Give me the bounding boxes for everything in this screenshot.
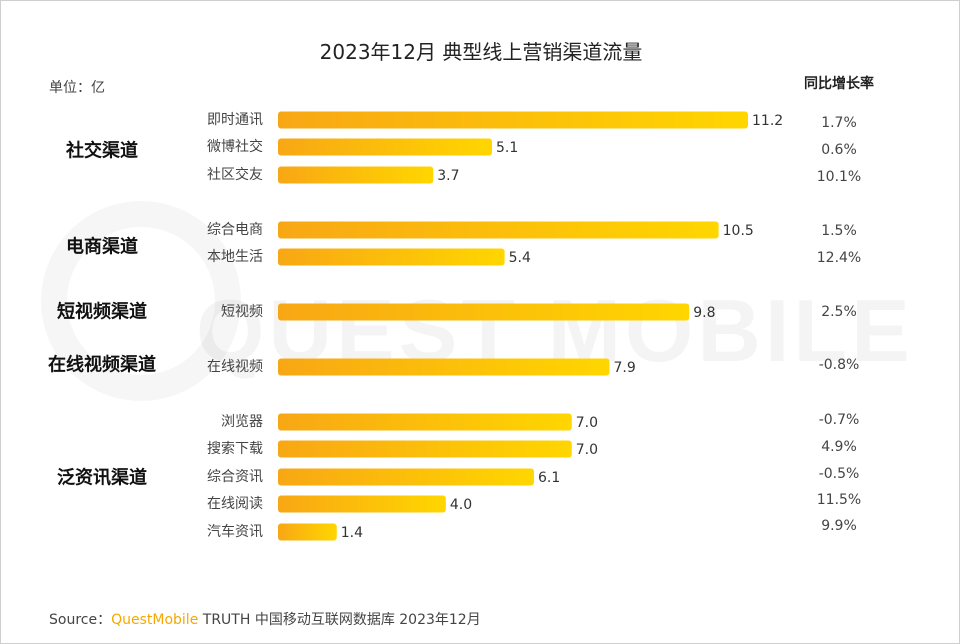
yoy-value: 11.5% bbox=[817, 492, 861, 508]
value-label: 6.1 bbox=[538, 470, 560, 486]
group-label: 电商渠道 bbox=[66, 236, 138, 258]
yoy-value: 4.9% bbox=[821, 439, 857, 455]
bar bbox=[278, 303, 690, 321]
yoy-value: -0.5% bbox=[819, 466, 860, 482]
category-label: 搜索下载 bbox=[207, 440, 263, 457]
bar bbox=[278, 440, 572, 458]
source-note: Source：QuestMobile TRUTH 中国移动互联网数据库 2023… bbox=[49, 609, 481, 629]
category-label: 社区交友 bbox=[207, 166, 263, 183]
bar bbox=[278, 495, 446, 513]
value-label: 7.9 bbox=[614, 360, 636, 376]
category-label: 即时通讯 bbox=[207, 112, 263, 128]
source-prefix: Source： bbox=[49, 612, 112, 628]
yoy-value: 10.1% bbox=[817, 169, 861, 185]
value-label: 9.8 bbox=[693, 305, 715, 321]
yoy-value: -0.7% bbox=[819, 412, 860, 428]
category-label: 综合电商 bbox=[207, 222, 263, 238]
yoy-header: 同比增长率 bbox=[804, 76, 874, 92]
bar bbox=[278, 111, 748, 129]
yoy-value: 1.7% bbox=[821, 115, 857, 131]
category-label: 汽车资讯 bbox=[207, 523, 263, 540]
bar bbox=[278, 468, 534, 486]
yoy-value: 0.6% bbox=[821, 142, 857, 158]
value-label: 7.0 bbox=[576, 442, 598, 458]
bar bbox=[278, 523, 337, 541]
bar bbox=[278, 248, 505, 266]
category-label: 浏览器 bbox=[221, 414, 263, 430]
yoy-value: 2.5% bbox=[821, 304, 857, 320]
chart-title: 2023年12月 典型线上营销渠道流量 bbox=[319, 40, 643, 64]
group-label: 在线视频渠道 bbox=[48, 354, 156, 376]
value-label: 3.7 bbox=[437, 168, 459, 184]
yoy-value: 9.9% bbox=[821, 518, 857, 534]
category-label: 在线视频 bbox=[207, 359, 263, 375]
source-brand: QuestMobile bbox=[111, 612, 199, 628]
value-label: 7.0 bbox=[576, 415, 598, 431]
group-label: 泛资讯渠道 bbox=[57, 467, 147, 489]
bar bbox=[278, 358, 610, 376]
yoy-value: 1.5% bbox=[821, 223, 857, 239]
category-label: 在线阅读 bbox=[207, 495, 263, 512]
unit-label: 单位：亿 bbox=[49, 80, 105, 96]
bar bbox=[278, 413, 572, 431]
source-suffix: TRUTH 中国移动互联网数据库 2023年12月 bbox=[198, 612, 481, 628]
yoy-value: 12.4% bbox=[817, 250, 861, 266]
value-label: 11.2 bbox=[752, 113, 783, 129]
value-label: 5.1 bbox=[496, 140, 518, 156]
category-label: 综合资讯 bbox=[207, 469, 263, 485]
group-label: 社交渠道 bbox=[66, 140, 138, 162]
bar bbox=[278, 138, 493, 156]
bar bbox=[278, 166, 434, 184]
category-label: 本地生活 bbox=[207, 249, 263, 265]
yoy-value: -0.8% bbox=[819, 357, 860, 373]
value-label: 1.4 bbox=[341, 525, 363, 541]
group-label: 短视频渠道 bbox=[57, 301, 147, 323]
value-label: 4.0 bbox=[450, 497, 472, 513]
value-label: 10.5 bbox=[723, 223, 754, 239]
bar bbox=[278, 221, 719, 239]
category-label: 短视频 bbox=[221, 304, 263, 320]
category-label: 微博社交 bbox=[207, 138, 263, 155]
value-label: 5.4 bbox=[509, 250, 531, 266]
